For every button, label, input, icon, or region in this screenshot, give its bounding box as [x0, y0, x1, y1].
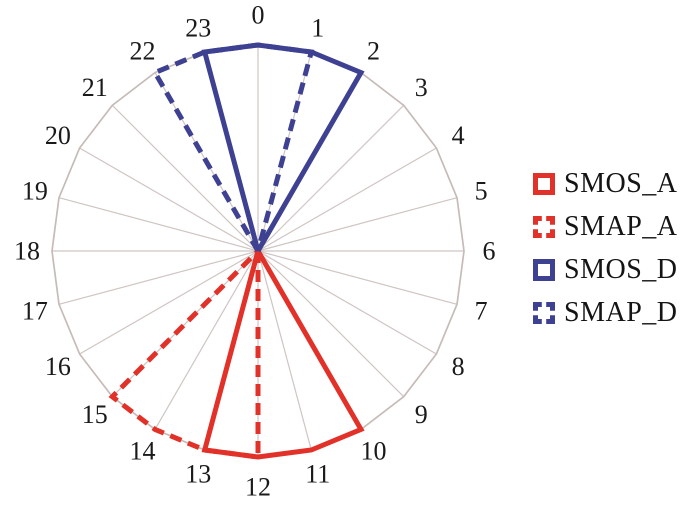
legend-label-smos-d: SMOS_D: [564, 254, 678, 285]
series-SMOS_A: [201, 249, 365, 460]
legend-label-smap-a: SMAP_A: [564, 211, 678, 242]
hour-label-8: 8: [452, 352, 465, 381]
hour-label-11: 11: [305, 460, 330, 489]
hour-label-23: 23: [185, 13, 211, 42]
smos-a-solid-square-icon: [533, 173, 555, 195]
hour-label-4: 4: [452, 121, 465, 150]
grid-spoke-17: [58, 250, 259, 305]
hour-label-2: 2: [367, 36, 380, 65]
hour-label-5: 5: [475, 177, 488, 206]
legend-item-smos-d: SMOS_D: [533, 256, 677, 284]
grid-spoke-21: [111, 104, 259, 252]
hour-label-15: 15: [82, 400, 108, 429]
grid-spoke-14: [154, 250, 259, 430]
hour-label-16: 16: [45, 352, 71, 381]
grid-spoke-20: [79, 147, 259, 252]
smap-d-dashed-square-icon: [533, 302, 555, 324]
hour-label-20: 20: [45, 121, 71, 150]
hour-label-10: 10: [361, 437, 387, 466]
legend-item-smos-a: SMOS_A: [533, 170, 677, 198]
hour-label-12: 12: [245, 473, 271, 502]
grid-spoke-8: [257, 250, 437, 355]
legend-label-smap-d: SMAP_D: [564, 297, 678, 328]
grid-spoke-7: [257, 250, 458, 305]
legend-item-smap-d: SMAP_D: [533, 299, 677, 327]
hour-label-13: 13: [185, 460, 211, 489]
grid-spoke-11: [257, 250, 312, 451]
hour-label-22: 22: [130, 36, 156, 65]
hour-label-18: 18: [14, 237, 40, 266]
grid-spoke-4: [257, 147, 437, 252]
series-SMAP_D: [151, 42, 315, 253]
hour-label-1: 1: [311, 13, 324, 42]
hour-label-9: 9: [415, 400, 428, 429]
grid-spoke-16: [79, 250, 259, 355]
grid-spoke-5: [257, 197, 458, 252]
hour-label-3: 3: [415, 73, 428, 102]
smos-d-solid-square-icon: [533, 259, 555, 281]
grid-spoke-9: [257, 250, 405, 398]
legend-item-smap-a: SMAP_A: [533, 213, 677, 241]
smap-a-dashed-square-icon: [533, 216, 555, 238]
hour-label-17: 17: [22, 296, 48, 325]
legend: SMOS_A SMAP_A SMOS_D SMAP_D: [533, 170, 677, 327]
hour-label-7: 7: [475, 296, 488, 325]
series-SMOS_D: [201, 42, 365, 253]
grid-spoke-3: [257, 104, 405, 252]
hour-label-21: 21: [82, 73, 108, 102]
hour-label-6: 6: [483, 237, 496, 266]
grid-spoke-19: [58, 197, 259, 252]
legend-label-smos-a: SMOS_A: [564, 168, 678, 199]
hour-label-0: 0: [252, 1, 265, 30]
series-SMAP_A: [108, 249, 261, 460]
hour-label-19: 19: [22, 177, 48, 206]
hour-label-14: 14: [130, 437, 156, 466]
